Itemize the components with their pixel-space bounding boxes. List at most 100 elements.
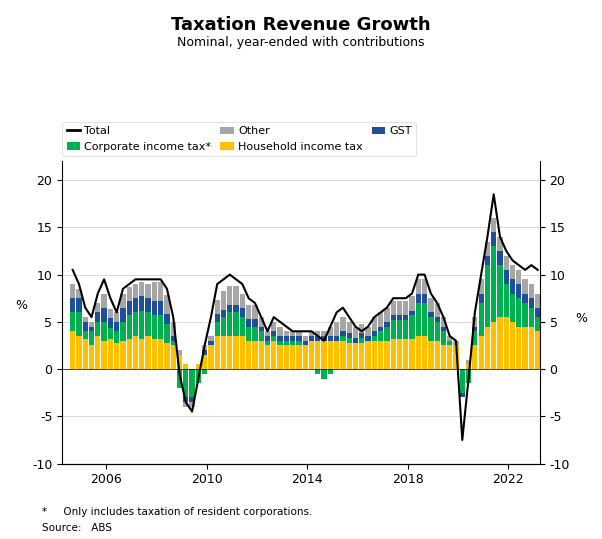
Bar	[259, 341, 264, 369]
Bar	[290, 331, 295, 336]
Bar	[271, 322, 276, 331]
Bar	[359, 333, 364, 338]
Bar	[126, 287, 132, 301]
Bar	[523, 279, 528, 294]
Bar	[371, 317, 377, 331]
Bar	[397, 301, 402, 315]
Bar	[202, 355, 207, 369]
Bar	[435, 322, 440, 341]
Bar	[523, 303, 528, 327]
Bar	[108, 328, 113, 339]
Bar	[472, 345, 477, 369]
Bar	[214, 336, 220, 369]
Bar	[183, 397, 188, 402]
Bar	[221, 291, 226, 309]
Bar	[415, 294, 421, 303]
Bar	[290, 336, 295, 341]
Bar	[466, 364, 471, 369]
Bar	[202, 345, 207, 350]
Bar	[403, 301, 408, 315]
Bar	[234, 286, 239, 305]
Bar	[529, 308, 534, 327]
Bar	[76, 298, 82, 313]
Bar	[102, 294, 107, 308]
Bar	[102, 322, 107, 341]
Bar	[296, 341, 302, 345]
Bar	[164, 324, 170, 343]
Bar	[415, 303, 421, 336]
Bar	[472, 317, 477, 327]
Bar	[409, 339, 415, 369]
Bar	[447, 345, 452, 369]
Bar	[284, 345, 289, 369]
Bar	[114, 343, 119, 369]
Bar	[146, 298, 150, 313]
Bar	[327, 369, 333, 374]
Bar	[441, 317, 446, 327]
Bar	[403, 339, 408, 369]
Bar	[340, 317, 346, 331]
Bar	[70, 298, 75, 313]
Bar	[415, 336, 421, 369]
Bar	[428, 313, 433, 317]
Bar	[252, 305, 258, 319]
Bar	[397, 320, 402, 339]
Bar	[290, 345, 295, 369]
Bar	[202, 369, 207, 374]
Bar	[265, 345, 270, 369]
Bar	[378, 313, 383, 327]
Y-axis label: %: %	[575, 313, 587, 326]
Text: Source:   ABS: Source: ABS	[42, 523, 112, 533]
Bar	[95, 322, 101, 336]
Bar	[278, 336, 283, 341]
Bar	[139, 282, 144, 296]
Bar	[447, 341, 452, 345]
Bar	[82, 322, 88, 331]
Bar	[296, 331, 302, 336]
Bar	[422, 294, 427, 303]
Bar	[146, 313, 150, 336]
Bar	[234, 336, 239, 369]
Bar	[76, 289, 82, 298]
Bar	[347, 322, 352, 333]
Bar	[271, 336, 276, 341]
Bar	[347, 338, 352, 343]
Bar	[196, 369, 201, 383]
Bar	[208, 345, 214, 369]
Bar	[485, 265, 490, 327]
Bar	[271, 331, 276, 336]
Bar	[196, 364, 201, 369]
Bar	[347, 333, 352, 338]
Bar	[491, 232, 496, 246]
Bar	[516, 327, 521, 369]
Bar	[359, 338, 364, 343]
Bar	[202, 350, 207, 355]
Bar	[177, 369, 182, 388]
Bar	[278, 345, 283, 369]
Bar	[133, 313, 138, 336]
Bar	[485, 327, 490, 369]
Bar	[359, 324, 364, 333]
Bar	[164, 314, 170, 324]
Bar	[170, 345, 176, 369]
Bar	[170, 322, 176, 336]
Bar	[510, 265, 515, 279]
Bar	[435, 341, 440, 369]
Bar	[252, 319, 258, 327]
Bar	[479, 294, 484, 303]
Bar	[384, 341, 389, 369]
Bar	[315, 341, 320, 369]
Bar	[164, 295, 170, 314]
Bar	[472, 331, 477, 345]
Bar	[152, 315, 157, 339]
Bar	[296, 336, 302, 341]
Bar	[303, 336, 308, 341]
Bar	[208, 336, 214, 341]
Bar	[240, 336, 245, 369]
Bar	[158, 315, 163, 339]
Bar	[152, 301, 157, 315]
Bar	[214, 314, 220, 322]
Bar	[221, 317, 226, 336]
Bar	[284, 341, 289, 345]
Bar	[441, 327, 446, 331]
